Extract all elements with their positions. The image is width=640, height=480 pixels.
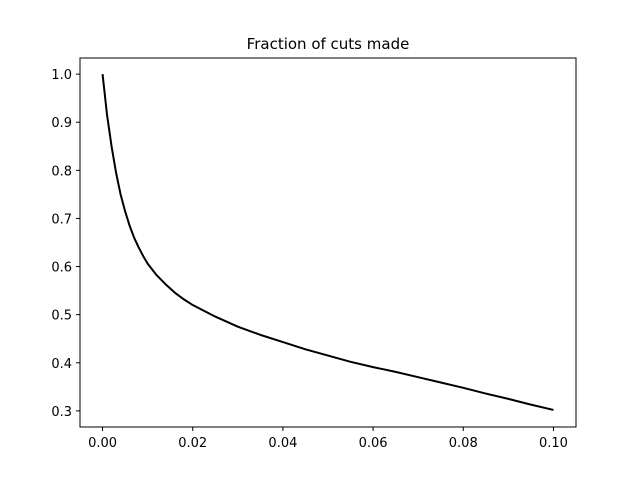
y-tick-label: 1.0 (51, 68, 72, 83)
x-tick-label: 0.08 (449, 436, 478, 451)
y-tick-label: 0.7 (51, 212, 72, 227)
y-tick-label: 0.8 (51, 164, 72, 179)
x-axis: 0.00 0.02 0.04 0.06 0.08 0.10 (88, 427, 568, 451)
x-tick-label: 0.06 (359, 436, 388, 451)
chart-title: Fraction of cuts made (247, 35, 410, 53)
x-tick-label: 0.02 (178, 436, 207, 451)
y-tick-label: 0.4 (51, 357, 72, 372)
y-tick-label: 0.9 (51, 116, 72, 131)
x-tick-label: 0.00 (88, 436, 117, 451)
y-axis: 0.3 0.4 0.5 0.6 0.7 0.8 0.9 1.0 (51, 68, 80, 420)
x-tick-label: 0.10 (539, 436, 568, 451)
x-tick-label: 0.04 (268, 436, 297, 451)
y-tick-label: 0.6 (51, 261, 72, 276)
y-tick-label: 0.3 (51, 405, 72, 420)
series-line (101, 74, 554, 411)
plot-area-frame (79, 57, 577, 428)
y-tick-label: 0.5 (51, 309, 72, 324)
